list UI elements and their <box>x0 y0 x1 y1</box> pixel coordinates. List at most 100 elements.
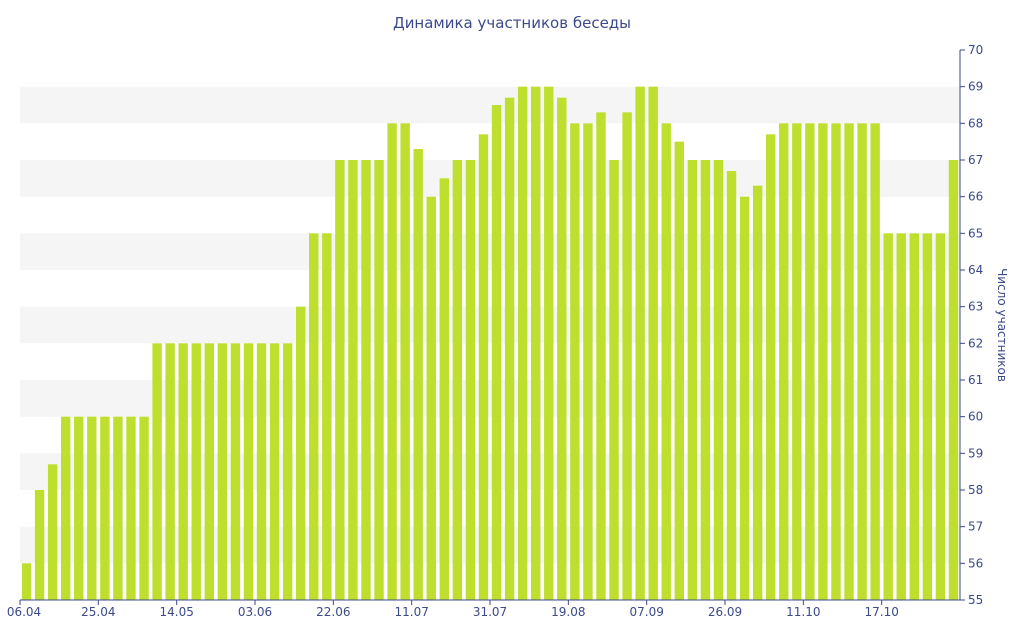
y-tick-label: 68 <box>968 116 983 130</box>
x-tick-label: 25.04 <box>81 605 115 619</box>
x-axis-ticks: 06.04 25.04 14.05 03.06 22.06 11.07 31.07 19.08… <box>7 600 899 619</box>
x-tick-label: 26.09 <box>708 605 742 619</box>
y-tick-label: 70 <box>968 43 983 57</box>
x-tick-label: 06.04 <box>7 605 41 619</box>
y-tick-label: 66 <box>968 190 983 204</box>
bar <box>439 178 450 601</box>
bar <box>113 416 123 600</box>
bar <box>60 416 71 600</box>
x-tick-label: 22.06 <box>316 605 350 619</box>
grid-band <box>20 380 960 417</box>
x-tick-label: 17.10 <box>864 605 898 619</box>
bar <box>491 105 502 600</box>
bar <box>661 123 671 600</box>
bar <box>779 123 789 600</box>
bar <box>465 160 476 600</box>
bar-series <box>21 86 959 601</box>
chart-title: Динамика участников беседы <box>393 14 631 32</box>
grid-band <box>20 160 960 197</box>
bar <box>400 123 410 600</box>
y-tick-label: 64 <box>968 263 983 277</box>
grid-band <box>20 86 960 124</box>
y-axis-label: Число участников <box>995 268 1009 382</box>
bar <box>831 123 841 600</box>
bar <box>583 123 593 600</box>
y-tick-label: 67 <box>968 153 983 167</box>
x-tick-label: 19.08 <box>551 605 585 619</box>
bar <box>805 123 815 600</box>
bar <box>765 134 776 601</box>
y-tick-label: 58 <box>968 483 983 497</box>
bar <box>387 123 397 600</box>
bar <box>792 123 802 600</box>
bar <box>883 233 893 601</box>
bar <box>413 149 423 600</box>
x-tick-label: 03.06 <box>238 605 272 619</box>
bar <box>126 416 136 600</box>
bar <box>269 343 280 600</box>
grid-band <box>20 453 960 490</box>
bar <box>152 343 162 600</box>
bar <box>295 306 306 600</box>
bar <box>165 343 175 600</box>
y-tick-label: 60 <box>968 410 983 424</box>
bar <box>335 160 345 600</box>
y-tick-label: 63 <box>968 300 983 314</box>
grid-bands <box>20 86 960 564</box>
bar <box>870 123 880 600</box>
bar <box>557 97 567 601</box>
bar <box>896 233 906 601</box>
bar <box>844 123 854 600</box>
y-tick-label: 65 <box>968 226 983 240</box>
bar <box>544 86 554 600</box>
grid-band <box>20 306 960 344</box>
bar <box>100 416 110 600</box>
bar <box>178 343 188 600</box>
bar <box>713 160 724 600</box>
bar <box>635 86 645 600</box>
bar <box>204 343 215 600</box>
y-tick-label: 55 <box>968 593 983 607</box>
y-tick-label: 56 <box>968 556 983 570</box>
bar <box>139 416 149 600</box>
x-tick-label: 31.07 <box>473 605 507 619</box>
bar <box>948 160 959 600</box>
bar <box>739 196 750 600</box>
bar <box>700 160 711 600</box>
bar <box>674 141 685 600</box>
bar <box>530 86 541 600</box>
bar <box>596 112 606 600</box>
bar <box>609 160 619 600</box>
bar <box>47 464 58 600</box>
bar <box>230 343 241 600</box>
x-tick-label: 07.09 <box>629 605 663 619</box>
y-tick-label: 61 <box>968 373 983 387</box>
bar <box>570 123 580 600</box>
bar <box>191 343 201 600</box>
bar <box>909 233 920 601</box>
grid-band <box>20 233 960 270</box>
bar <box>217 343 228 600</box>
bar <box>452 160 463 600</box>
bar <box>687 160 698 600</box>
bar <box>243 343 254 600</box>
y-tick-label: 69 <box>968 80 983 94</box>
x-tick-label: 11.10 <box>786 605 820 619</box>
y-tick-label: 57 <box>968 520 983 534</box>
bar <box>348 160 358 600</box>
bar <box>935 233 946 601</box>
bar <box>361 160 371 600</box>
bar <box>922 233 933 601</box>
bar <box>282 343 293 600</box>
bar <box>34 490 45 600</box>
bar <box>322 233 332 601</box>
bar <box>726 171 737 600</box>
y-tick-label: 59 <box>968 446 983 460</box>
x-tick-label: 14.05 <box>159 605 193 619</box>
bar <box>648 86 658 600</box>
y-axis-ticks: 55 56 57 58 59 60 61 62 63 64 65 66 67 68 69 70 <box>960 43 983 607</box>
bar <box>374 160 384 600</box>
bar <box>622 112 632 600</box>
bar <box>256 343 267 600</box>
